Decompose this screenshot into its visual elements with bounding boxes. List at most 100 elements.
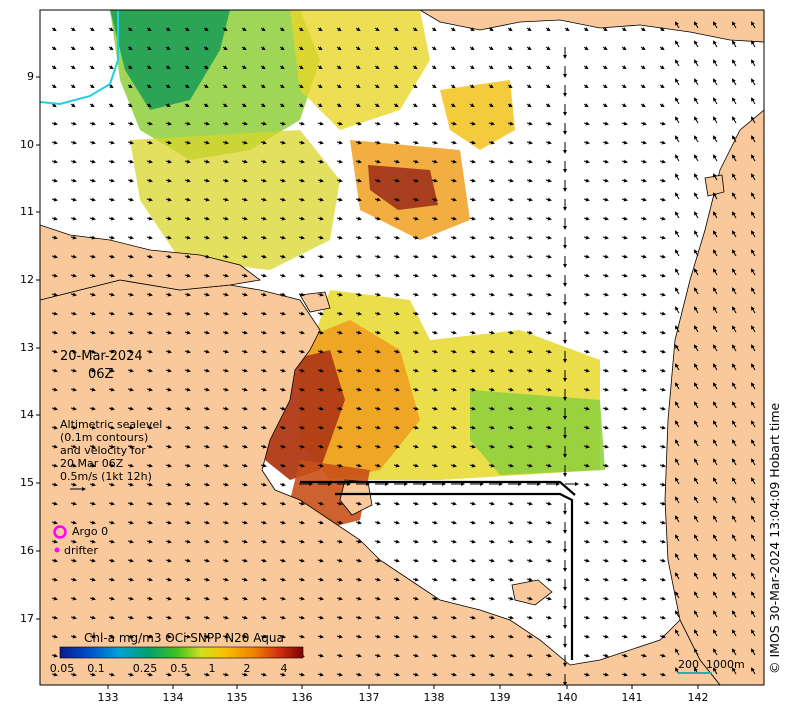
- velocity-arrow: [393, 330, 400, 335]
- velocity-arrow: [640, 311, 647, 316]
- velocity-arrow: [469, 292, 476, 297]
- colorbar: [59, 646, 304, 659]
- velocity-arrow: [583, 292, 590, 297]
- velocity-arrow: [108, 425, 115, 430]
- velocity-arrow: [450, 330, 457, 335]
- velocity-arrow: [659, 311, 666, 316]
- velocity-arrow: [70, 292, 77, 297]
- velocity-arrow: [488, 121, 495, 126]
- velocity-arrow: [222, 520, 229, 525]
- velocity-arrow: [545, 197, 552, 202]
- velocity-arrow: [750, 382, 756, 390]
- velocity-arrow: [51, 349, 58, 354]
- velocity-arrow: [108, 273, 115, 278]
- velocity-arrow: [374, 330, 381, 335]
- velocity-arrow: [545, 444, 552, 449]
- velocity-arrow: [674, 154, 680, 162]
- velocity-arrow: [640, 292, 647, 297]
- velocity-arrow: [127, 368, 134, 373]
- velocity-arrow: [693, 116, 699, 124]
- velocity-arrow: [260, 406, 267, 411]
- velocity-arrow: [507, 84, 513, 89]
- velocity-arrow: [393, 84, 399, 89]
- velocity-arrow: [488, 27, 494, 32]
- velocity-arrow: [241, 349, 248, 354]
- velocity-arrow: [450, 121, 457, 126]
- velocity-arrow: [70, 368, 77, 373]
- velocity-arrow: [260, 65, 266, 70]
- velocity-arrow: [89, 121, 96, 126]
- velocity-arrow: [336, 406, 343, 411]
- velocity-arrow: [712, 344, 718, 352]
- velocity-arrow: [184, 444, 191, 449]
- velocity-arrow: [355, 425, 362, 430]
- velocity-arrow: [355, 235, 362, 240]
- velocity-arrow: [621, 46, 627, 51]
- velocity-arrow: [674, 230, 680, 238]
- velocity-arrow: [355, 84, 361, 89]
- velocity-arrow: [336, 368, 343, 373]
- velocity-arrow: [731, 192, 737, 200]
- velocity-arrow: [260, 368, 267, 373]
- velocity-arrow: [279, 216, 286, 221]
- land-island-south: [511, 579, 553, 606]
- velocity-arrow: [712, 135, 718, 143]
- velocity-arrow: [165, 140, 172, 145]
- velocity-arrow: [108, 65, 114, 70]
- velocity-arrow: [526, 444, 533, 449]
- velocity-arrow: [583, 121, 590, 126]
- velocity-arrow: [583, 330, 590, 335]
- velocity-arrow: [659, 235, 666, 240]
- velocity-arrow: [450, 444, 457, 449]
- velocity-arrow: [203, 197, 210, 202]
- velocity-arrow: [602, 159, 609, 164]
- velocity-arrow: [89, 463, 96, 468]
- velocity-arrow: [469, 501, 476, 506]
- velocity-arrow: [336, 27, 342, 32]
- velocity-arrow: [640, 406, 647, 411]
- velocity-arrow: [108, 387, 115, 392]
- velocity-arrow: [431, 121, 438, 126]
- velocity-arrow: [336, 103, 342, 108]
- velocity-arrow: [108, 46, 114, 51]
- velocity-arrow: [108, 520, 115, 525]
- velocity-arrow: [431, 311, 438, 316]
- velocity-arrow: [241, 482, 248, 487]
- velocity-arrow: [374, 444, 381, 449]
- velocity-arrow: [750, 154, 756, 162]
- velocity-arrow: [469, 27, 475, 32]
- velocity-arrow: [674, 211, 680, 219]
- velocity-arrow: [526, 349, 533, 354]
- velocity-arrow: [469, 463, 476, 468]
- velocity-arrow: [165, 292, 172, 297]
- velocity-arrow: [374, 84, 380, 89]
- velocity-arrow: [146, 27, 152, 32]
- velocity-arrow: [184, 254, 191, 259]
- velocity-arrow: [659, 254, 666, 259]
- velocity-arrow: [712, 116, 718, 124]
- velocity-arrow: [640, 46, 646, 51]
- velocity-arrow: [127, 406, 134, 411]
- velocity-arrow: [712, 211, 718, 219]
- velocity-arrow: [731, 477, 737, 485]
- velocity-arrow: [89, 311, 96, 316]
- velocity-arrow: [51, 406, 58, 411]
- velocity-arrow: [317, 273, 324, 278]
- velocity-arrow: [674, 116, 680, 124]
- velocity-arrow: [374, 65, 380, 70]
- velocity-arrow: [374, 387, 381, 392]
- velocity-arrow: [431, 368, 438, 373]
- velocity-arrow: [279, 368, 286, 373]
- velocity-arrow: [640, 216, 647, 221]
- velocity-arrow: [298, 368, 305, 373]
- velocity-arrow: [165, 103, 171, 108]
- velocity-arrow: [89, 482, 96, 487]
- velocity-arrow: [712, 268, 718, 276]
- velocity-arrow: [731, 211, 737, 219]
- velocity-arrow: [260, 197, 267, 202]
- velocity-arrow: [545, 368, 552, 373]
- velocity-arrow: [241, 330, 248, 335]
- lat-tick-marks: [36, 76, 40, 620]
- velocity-arrow: [545, 501, 552, 506]
- velocity-arrow: [731, 116, 737, 124]
